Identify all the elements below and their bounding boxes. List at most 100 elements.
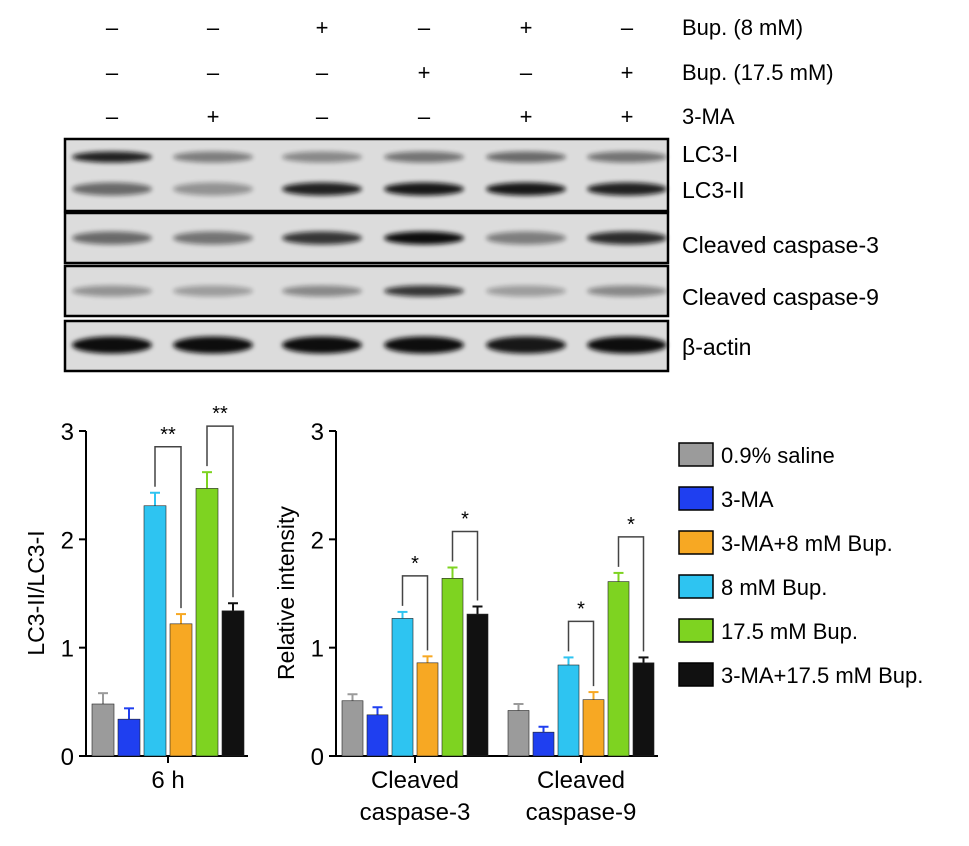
blot-band [72,231,152,245]
bar-0-9-saline [341,700,364,757]
category-label: caspase-3 [360,799,471,826]
bar-3-ma-8-mm-bup- [169,623,193,757]
treatment-label: Bup. (17.5 mM) [682,60,834,85]
blot-band [486,231,566,245]
blot-band [384,336,464,354]
legend-label: 3-MA [721,487,774,512]
treatment-label: 3-MA [682,104,735,129]
significance-marker: * [461,509,469,531]
bar-8-mm-bup- [557,664,580,757]
blot-band [173,182,253,196]
treatment-sign: – [207,60,220,85]
y-tick-label: 1 [311,636,324,663]
significance-bracket [401,575,429,651]
treatment-sign: – [207,15,220,40]
blot-band [173,336,253,354]
category-label: Cleaved [537,767,625,794]
blot-panel [63,211,670,265]
blot-band [486,285,566,297]
treatment-sign: – [316,60,329,85]
significance-marker: ** [212,403,228,425]
treatment-sign: – [621,15,634,40]
treatment-sign: – [106,60,119,85]
bar-3-ma-17-5-mm-bup- [632,662,655,757]
y-tick-label: 2 [311,527,324,554]
blot-band [587,285,667,297]
blot-panel [63,319,670,373]
y-tick-label: 0 [311,744,324,771]
blot-label: LC3-II [682,177,745,203]
bar-0-9-saline [91,703,115,757]
legend-label: 0.9% saline [721,443,835,468]
bar-0-9-saline [507,710,530,757]
y-axis-label: LC3-II/LC3-I [23,530,49,655]
legend-swatch [678,442,714,467]
blot-band [384,285,464,297]
blot-band [384,151,464,163]
treatment-sign: + [520,15,533,40]
significance-bracket [567,620,595,687]
bar-3-ma [532,731,555,757]
bar-3-ma-8-mm-bup- [582,699,605,757]
y-tick-label: 3 [61,419,74,446]
western-blot: – – + – + – Bup. (8 mM) – – – + – + Bup. (17.5 mM) – + –… [63,15,879,373]
legend-swatch [678,530,714,555]
treatment-sign: + [207,104,220,129]
treatment-sign: – [418,104,431,129]
treatment-sign: + [316,15,329,40]
significance-marker: * [577,598,585,620]
chart-1: 0 1 2 3 Relative intensity Cleaved caspase-3 Cl… [273,419,658,826]
treatment-sign: – [418,15,431,40]
legend-label: 3-MA+8 mM Bup. [721,531,893,556]
blot-band [173,285,253,297]
bar-17-5-mm-bup- [195,488,219,757]
bar-3-ma-17-5-mm-bup- [466,613,489,757]
blot-band [282,231,362,245]
blot-band [72,182,152,196]
bar-3-ma-8-mm-bup- [416,662,439,757]
blot-band [486,151,566,163]
bar-8-mm-bup- [143,505,167,757]
category-label: 6 h [151,767,184,794]
blot-band [384,182,464,196]
significance-marker: * [627,514,635,536]
category-label: Cleaved [371,767,459,794]
legend-swatch [678,486,714,511]
bar-3-ma [117,718,141,757]
category-label: caspase-9 [526,799,637,826]
blot-band [173,151,253,163]
legend-label: 17.5 mM Bup. [721,619,858,644]
legend-swatch [678,618,714,643]
legend-swatch [678,662,714,687]
y-tick-label: 0 [61,744,74,771]
treatment-sign: – [106,15,119,40]
bar-3-ma-17-5-mm-bup- [221,610,245,757]
treatment-sign: + [520,104,533,129]
y-tick-label: 2 [61,527,74,554]
blot-band [282,151,362,163]
legend-swatch [678,574,714,599]
treatment-sign: – [520,60,533,85]
chart-0: 0 1 2 3 LC3-II/LC3-I 6 h ** ** [23,403,248,794]
bar-17-5-mm-bup- [607,581,630,757]
blot-band [587,151,667,163]
blot-label: β-actin [682,334,751,360]
significance-marker: ** [160,424,176,446]
legend-label: 8 mM Bup. [721,575,827,600]
bar-17-5-mm-bup- [441,578,464,757]
bar-3-ma [366,714,389,757]
blot-band [282,182,362,196]
treatment-sign: + [418,60,431,85]
blot-band [384,231,464,245]
significance-bracket [451,530,479,601]
blot-band [587,231,667,245]
blot-band [486,182,566,196]
blot-band [486,336,566,354]
y-tick-label: 3 [311,419,324,446]
treatment-sign: + [621,104,634,129]
blot-band [587,336,667,354]
blot-band [72,336,152,354]
treatment-sign: – [106,104,119,129]
blot-band [587,182,667,196]
